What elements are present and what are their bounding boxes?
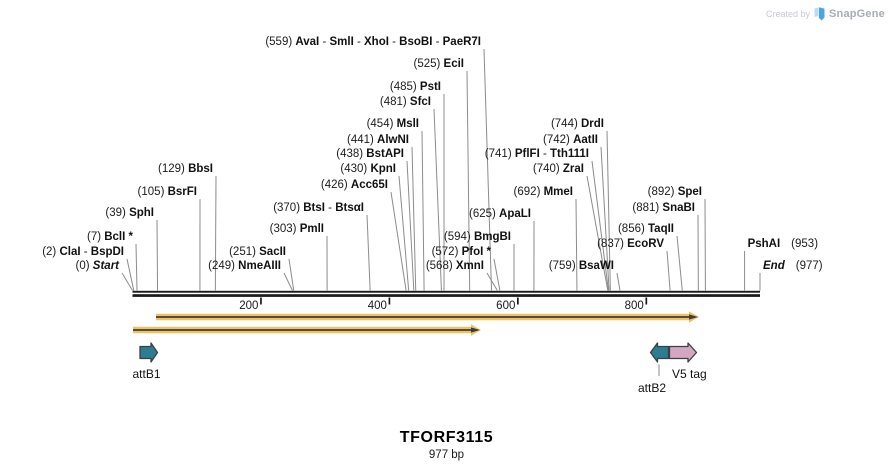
site-leader-ZraI <box>586 175 609 291</box>
site-label-DrdI: (744) DrdI <box>551 118 604 130</box>
site-label-EciI: (525) EciI <box>413 58 464 70</box>
site-label-SphI: (39) SphI <box>105 207 154 219</box>
site-label-SpeI: (892) SpeI <box>648 186 702 198</box>
sequence-bar-top <box>132 290 760 293</box>
site-label-SacII: (251) SacII <box>229 246 286 258</box>
watermark-prefix: Created by <box>765 9 810 19</box>
site-label-ClaI: (2) ClaI - BspDI <box>42 246 124 258</box>
site-leader-Acc65I <box>390 191 407 291</box>
site-label-PshAI: PshAI (953) <box>748 238 819 250</box>
ruler-tick-label: 200 <box>239 300 258 312</box>
site-leader-EciI <box>466 70 471 291</box>
site-label-Acc65I: (426) Acc65I <box>321 179 388 191</box>
site-leader-SfcI <box>433 108 442 291</box>
site-leader-Start <box>121 272 133 291</box>
snapgene-watermark: Created by SnapGene <box>766 7 885 21</box>
attB1-label: attB1 <box>132 367 160 381</box>
site-label-BclI *: (7) BclI * <box>87 231 134 243</box>
attB2-label: attB2 <box>638 381 666 395</box>
cds-arrow-lower <box>133 324 481 336</box>
site-label-BsrFI: (105) BsrFI <box>138 186 197 198</box>
site-label-PmlI: (303) PmlI <box>270 223 324 235</box>
v5-tag-arrow <box>668 342 698 363</box>
site-leader-AlwNI <box>411 146 417 291</box>
site-label-End: End (977) <box>763 260 823 272</box>
site-label-MslI: (454) MslI <box>367 118 419 130</box>
site-leader-SphI <box>156 219 159 291</box>
site-label-PflFI: (741) PflFI - Tth111I <box>485 148 589 160</box>
site-label-BtsI: (370) BtsI - BtsαI <box>273 202 364 214</box>
v5-tag-label: V5 tag <box>672 367 707 381</box>
site-label-NmeAIII: (249) NmeAIII <box>208 260 281 272</box>
site-label-SnaBI: (881) SnaBI <box>632 202 695 214</box>
plasmid-name: TFORF3115 <box>399 429 494 446</box>
ruler-tick-label: 600 <box>496 300 515 312</box>
site-label-BsaWI: (759) BsaWI <box>549 260 614 272</box>
site-label-AvaI: (559) AvaI - SmlI - XhoI - BsoBI - PaeR7… <box>265 36 481 48</box>
site-label-MmeI: (692) MmeI <box>514 186 573 198</box>
site-label-PstI: (485) PstI <box>390 81 441 93</box>
site-leader-BbsI <box>214 175 217 291</box>
site-leader-DrdI <box>606 130 611 291</box>
snapgene-logo-icon <box>814 7 825 21</box>
site-label-BbsI: (129) BbsI <box>158 163 213 175</box>
site-label-ZraI: (740) ZraI <box>533 163 584 175</box>
ruler-tick-label: 400 <box>368 300 387 312</box>
site-label-EcoRV: (837) EcoRV <box>597 238 664 250</box>
site-label-BstAPI: (438) BstAPI <box>336 148 404 160</box>
site-leader-BtsI <box>366 214 371 291</box>
site-label-Start: (0) Start <box>76 260 121 272</box>
site-leader-PfoI * <box>493 258 501 291</box>
site-leader-BsaWI <box>616 272 621 291</box>
site-leader-EcoRV <box>666 250 671 291</box>
site-label-ApaLI: (625) ApaLI <box>469 208 531 220</box>
site-label-XmnI: (568) XmnI <box>426 260 484 272</box>
site-label-TaqII: (856) TaqII <box>618 223 674 235</box>
attB1-arrow <box>139 342 159 363</box>
watermark-brand: SnapGene <box>828 8 885 20</box>
site-leader-KpnI <box>398 175 410 291</box>
site-leader-AatII <box>600 146 610 291</box>
site-label-BmgBI: (594) BmgBI <box>444 231 511 243</box>
site-label-KpnI: (430) KpnI <box>340 163 396 175</box>
site-leader-SacII <box>288 258 295 291</box>
site-leader-BclI * <box>135 243 138 291</box>
site-leader-MmeI <box>575 198 578 291</box>
site-label-AatII: (742) AatII <box>543 134 598 146</box>
site-leader-AvaI <box>483 48 493 291</box>
site-leader-XmnI <box>486 272 498 291</box>
site-leader-BstAPI <box>406 160 415 291</box>
site-label-AlwNI: (441) AlwNI <box>347 134 409 146</box>
site-label-SfcI: (481) SfcI <box>380 96 431 108</box>
cds-arrow-upper <box>156 311 699 323</box>
site-leader-NmeAIII <box>283 272 293 291</box>
ruler-tick-label: 800 <box>625 300 644 312</box>
site-label-PfoI *: (572) PfoI * <box>432 246 492 258</box>
plasmid-length: 977 bp <box>428 449 465 461</box>
title-block: TFORF3115 977 bp <box>0 429 893 461</box>
site-leader-PflFI <box>591 160 609 291</box>
attB2-arrow <box>649 342 670 363</box>
site-leader-ClaI <box>126 258 135 291</box>
site-leader-TaqII <box>676 235 683 291</box>
site-leader-MslI <box>421 130 425 291</box>
sequence-bar-bottom <box>132 294 760 297</box>
